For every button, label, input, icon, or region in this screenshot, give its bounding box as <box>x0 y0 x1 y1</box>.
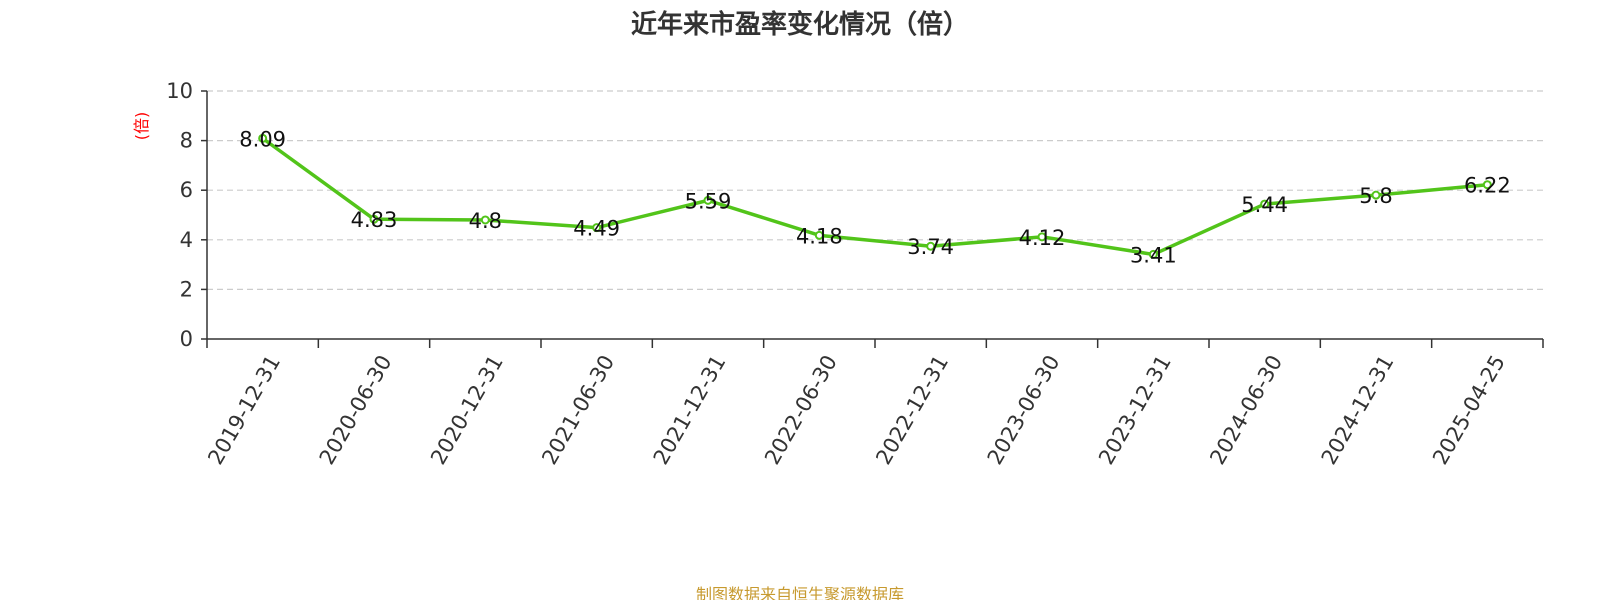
data-point <box>1260 199 1270 209</box>
data-label: 8.09 <box>239 127 286 151</box>
y-tick-label: 6 <box>180 178 193 202</box>
data-point <box>703 195 713 205</box>
y-tick-label: 4 <box>180 228 193 252</box>
x-tick-label: 2024-12-31 <box>1317 351 1399 469</box>
data-label: 4.18 <box>796 224 843 248</box>
data-label: 6.22 <box>1464 174 1511 198</box>
x-tick-label: 2019-12-31 <box>203 351 285 469</box>
data-point <box>480 215 490 225</box>
series-line <box>260 136 1490 257</box>
data-label: 4.49 <box>573 217 620 241</box>
source-note: 制图数据来自恒生聚源数据库 <box>695 585 904 600</box>
data-label: 5.8 <box>1359 184 1392 208</box>
data-label: 4.12 <box>1019 226 1066 250</box>
x-tick-label: 2023-12-31 <box>1094 351 1176 469</box>
chart-title: 近年来市盈率变化情况（倍） <box>630 10 969 40</box>
data-label: 5.59 <box>685 189 732 213</box>
data-label: 5.44 <box>1241 193 1288 217</box>
data-point <box>369 214 379 224</box>
data-point <box>1148 249 1158 259</box>
data-label: 4.83 <box>351 208 398 232</box>
x-tick-label: 2024-06-30 <box>1205 351 1287 469</box>
x-tick-label: 2023-06-30 <box>983 351 1065 469</box>
x-tick-label: 2020-06-30 <box>315 351 397 469</box>
x-tick-label: 2021-12-31 <box>649 351 731 469</box>
data-point <box>1371 190 1381 200</box>
y-tick-label: 0 <box>180 327 193 351</box>
data-point <box>592 223 602 233</box>
data-point <box>1482 180 1492 190</box>
y-tick-label: 2 <box>180 277 193 301</box>
data-point <box>1037 232 1047 242</box>
y-tick-label: 10 <box>166 79 193 103</box>
x-tick-label: 2025-04-25 <box>1428 351 1510 469</box>
data-label: 3.74 <box>907 235 954 259</box>
x-tick-label: 2021-06-30 <box>537 351 619 469</box>
x-tick-label: 2022-12-31 <box>871 351 953 469</box>
y-tick-label: 8 <box>180 129 193 153</box>
x-tick-label: 2020-12-31 <box>426 351 508 469</box>
data-point <box>258 133 268 143</box>
data-point <box>814 230 824 240</box>
data-label: 4.8 <box>469 209 502 233</box>
data-point <box>926 241 936 251</box>
x-tick-label: 2022-06-30 <box>760 351 842 469</box>
data-label: 3.41 <box>1130 243 1177 267</box>
